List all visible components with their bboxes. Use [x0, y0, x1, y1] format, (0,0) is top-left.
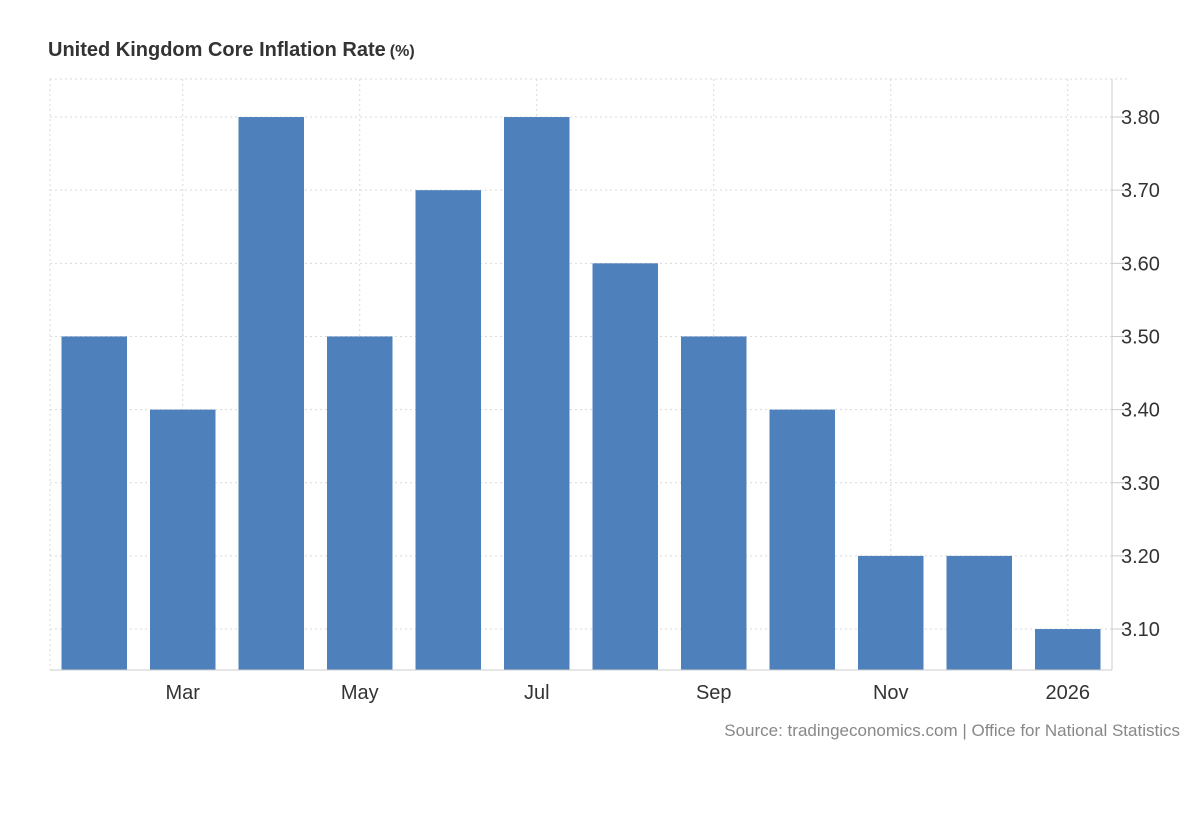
y-tick-label: 3.80 [1121, 107, 1160, 129]
bar [415, 190, 481, 670]
bar [504, 117, 570, 670]
bar [1035, 629, 1101, 670]
bar [327, 336, 393, 670]
labels-layer: 3.10 3.20 3.30 3.40 3.50 3.60 3.70 3.80 Mar May Ju… [166, 107, 1160, 704]
bar [769, 409, 835, 670]
x-tick-label: Mar [166, 682, 201, 704]
x-tick-label: May [341, 682, 379, 704]
bars-layer [61, 117, 1101, 670]
bar [61, 336, 127, 670]
x-tick-label: Sep [696, 682, 732, 704]
y-tick-label: 3.40 [1121, 400, 1160, 422]
source-note: Source: tradingeconomics.com | Office fo… [724, 721, 1180, 740]
x-tick-label: Jul [524, 682, 550, 704]
chart-title: United Kingdom Core Inflation Rate (%) [48, 39, 415, 62]
bar [858, 555, 924, 670]
bar [946, 555, 1012, 670]
bar [150, 409, 216, 670]
y-tick-label: 3.60 [1121, 253, 1160, 275]
bar [681, 336, 747, 670]
y-tick-label: 3.50 [1121, 326, 1160, 348]
x-tick-label: Nov [873, 682, 909, 704]
bar [592, 263, 658, 670]
y-tick-label: 3.10 [1121, 619, 1160, 641]
axis-layer [50, 79, 1130, 671]
y-tick-label: 3.30 [1121, 473, 1160, 495]
bar [238, 117, 304, 670]
x-tick-label: 2026 [1046, 682, 1091, 704]
y-tick-label: 3.20 [1121, 546, 1160, 568]
chart-title-unit: (%) [389, 43, 415, 60]
chart-title-text: United Kingdom Core Inflation Rate [48, 39, 386, 61]
y-tick-label: 3.70 [1121, 180, 1160, 202]
